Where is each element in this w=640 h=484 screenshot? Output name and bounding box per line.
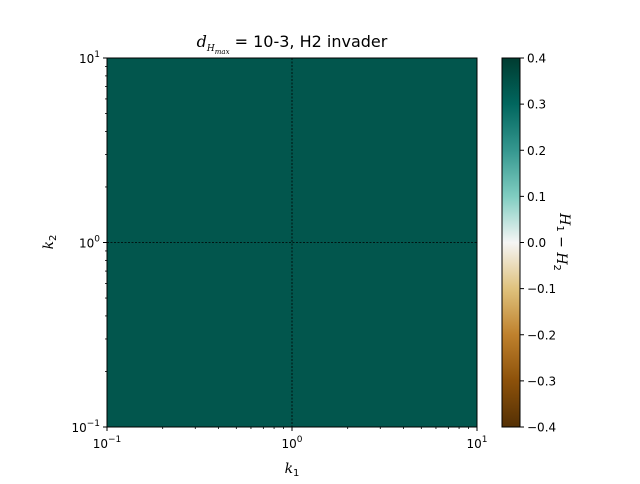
x-tick-label-2: 101 xyxy=(466,435,487,451)
colorbar xyxy=(501,57,521,428)
x-tick-label-0: 10−1 xyxy=(93,435,122,451)
x-axis-label: k1 xyxy=(285,461,300,479)
y-tick-label-1: 100 xyxy=(79,235,100,251)
colorbar-tick-label-4: 0.0 xyxy=(527,236,546,250)
y-axis-ticks: 10−1 100 101 xyxy=(71,50,107,435)
colorbar-tick-label-7: 0.3 xyxy=(527,98,546,112)
colorbar-ticks: −0.4 −0.3 −0.2 −0.1 0.0 0.1 0.2 0.3 0.4 xyxy=(520,52,556,435)
colorbar-tick-label-2: −0.2 xyxy=(527,328,556,342)
y-axis-label: k2 xyxy=(41,235,59,250)
chart-title: dHmax = 10-3, H2 invader xyxy=(196,32,388,56)
y-tick-label-2: 101 xyxy=(79,50,100,66)
heatmap-cell-0 xyxy=(107,58,477,427)
x-tick-label-1: 100 xyxy=(281,435,302,451)
y-tick-label-0: 10−1 xyxy=(71,419,100,435)
colorbar-tick-label-5: 0.1 xyxy=(527,190,546,204)
colorbar-tick-label-6: 0.2 xyxy=(527,144,546,158)
colorbar-tick-label-3: −0.1 xyxy=(527,282,556,296)
colorbar-tick-label-1: −0.3 xyxy=(527,374,556,388)
reference-lines xyxy=(107,58,477,427)
heatmap-cells xyxy=(107,58,477,427)
x-axis-ticks: 10−1 100 101 xyxy=(93,427,488,451)
colorbar-tick-label-8: 0.4 xyxy=(527,52,546,66)
colorbar-label: H1 − H2 xyxy=(551,212,572,271)
colorbar-tick-label-0: −0.4 xyxy=(527,421,556,435)
